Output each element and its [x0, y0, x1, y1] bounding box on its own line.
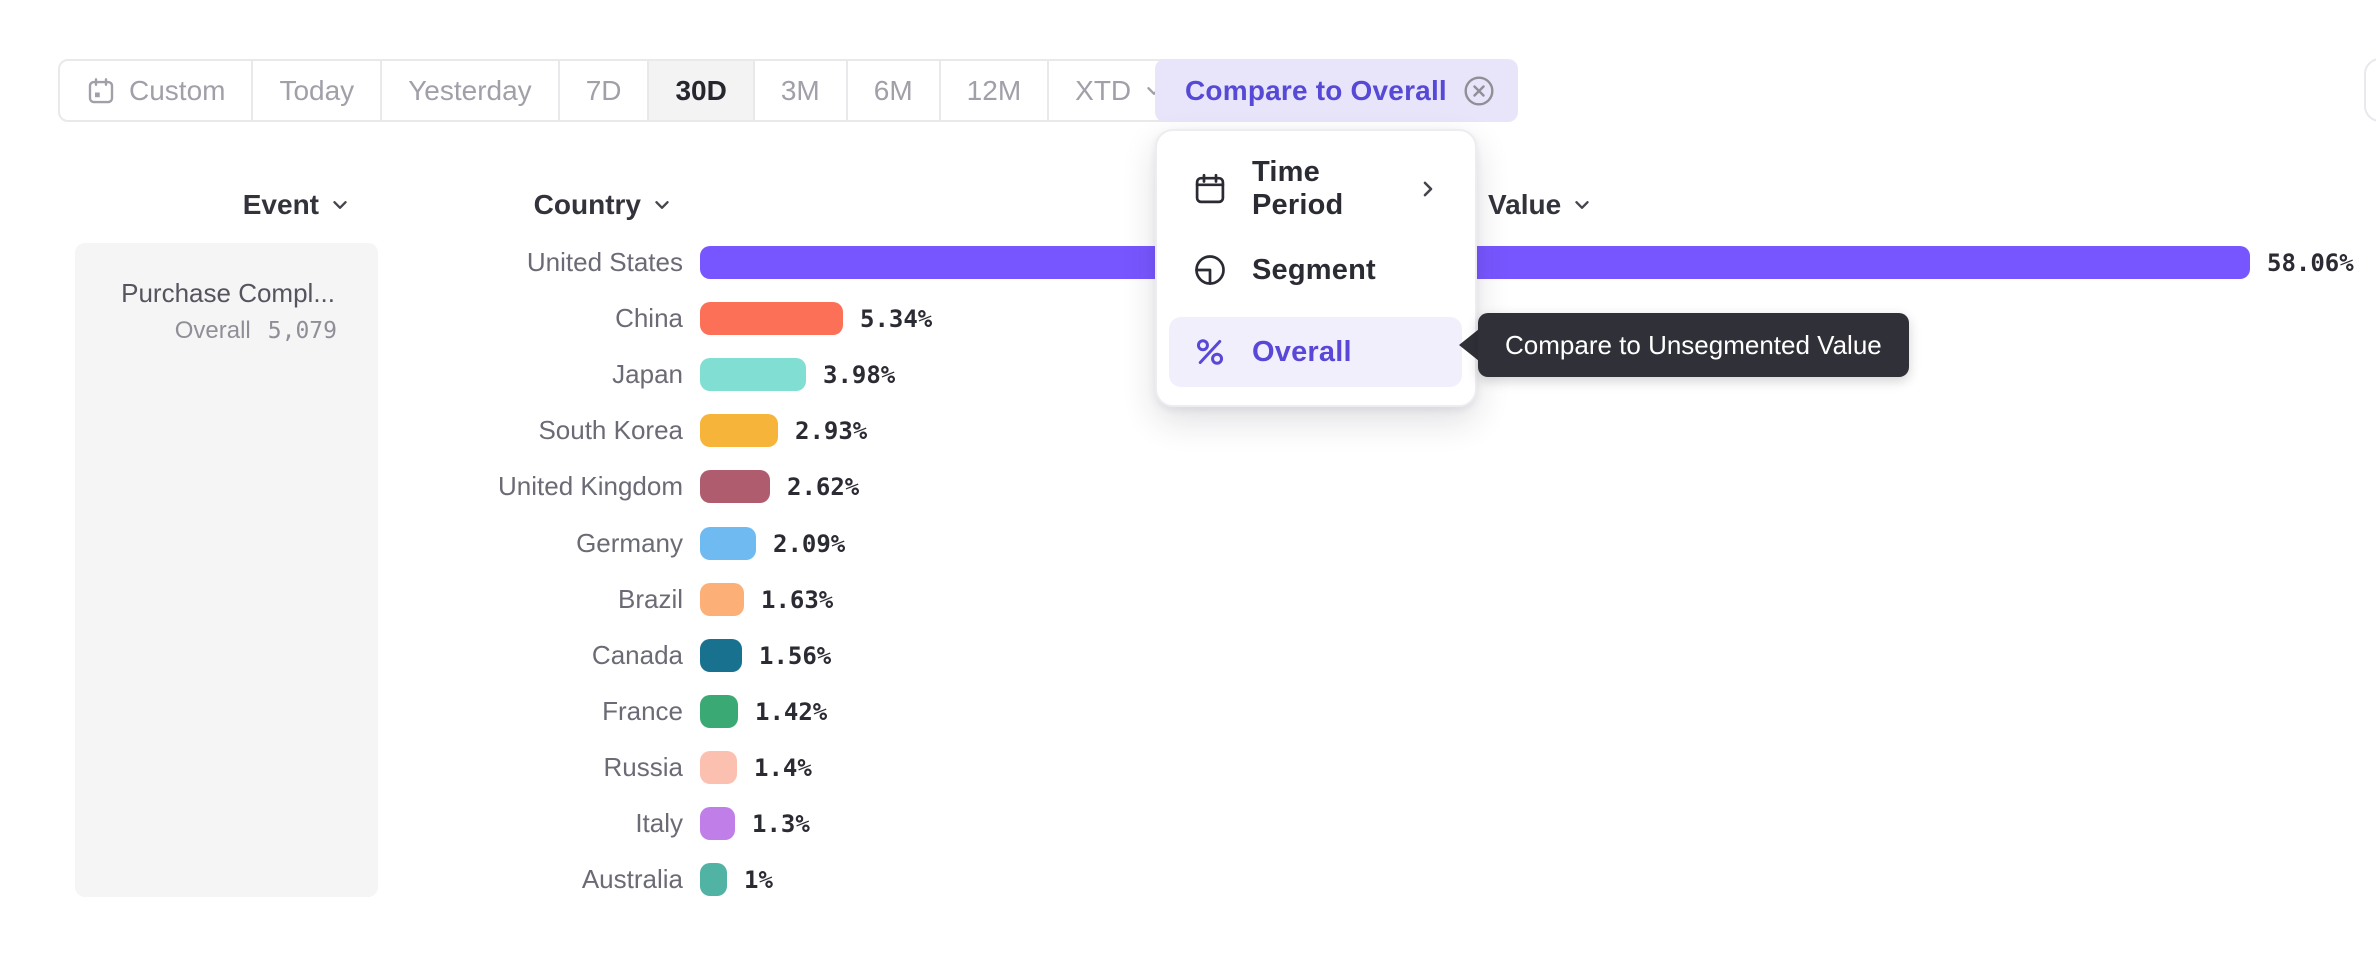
country-value: 3.98% — [823, 360, 896, 389]
chart-row: South Korea 2.93% — [380, 414, 867, 447]
time-range-label: 30D — [675, 74, 727, 106]
time-range-12m[interactable]: 12M — [938, 61, 1047, 120]
country-value: 1.56% — [759, 641, 832, 670]
time-range-label: 3M — [780, 74, 820, 106]
country-label: United States — [526, 247, 683, 277]
percent-icon — [1192, 334, 1228, 370]
menu-item-label: Time Period — [1252, 156, 1344, 221]
chart-row: Japan 3.98% — [380, 358, 895, 391]
country-bar[interactable] — [700, 470, 770, 503]
country-bar[interactable] — [700, 807, 735, 840]
compare-dropdown-menu: Time Period Segment Overall — [1155, 129, 1477, 407]
country-label: United Kingdom — [498, 471, 683, 501]
time-range-3m[interactable]: 3M — [752, 61, 846, 120]
time-range-6m[interactable]: 6M — [845, 61, 939, 120]
country-bar[interactable] — [700, 751, 737, 784]
country-label: Russia — [603, 752, 683, 782]
country-value: 1.3% — [752, 809, 810, 838]
country-value: 1.63% — [761, 585, 834, 614]
column-label: Event — [242, 189, 319, 220]
time-range-xtd[interactable]: XTD — [1047, 61, 1190, 120]
country-bar[interactable] — [700, 358, 806, 391]
column-header-value[interactable]: Value — [1488, 186, 1638, 224]
chart-row: Brazil 1.63% — [380, 583, 833, 616]
menu-item-time-period[interactable]: Time Period — [1169, 154, 1462, 224]
column-label: Country — [533, 189, 641, 220]
country-label: Italy — [635, 808, 683, 838]
time-range-label: Custom — [129, 74, 226, 106]
country-value: 2.09% — [773, 529, 846, 558]
event-overall-row: Overall 5,079 — [175, 317, 337, 345]
country-label: Germany — [576, 528, 683, 558]
compare-to-overall-chip[interactable]: Compare to Overall — [1155, 59, 1518, 122]
clipped-button[interactable] — [2364, 58, 2376, 122]
time-range-label: Today — [279, 74, 355, 106]
tooltip-arrow — [1459, 329, 1479, 361]
time-range-toolbar: Custom Today Yesterday 7D 30D 3M 6M 12M … — [58, 59, 1193, 122]
tooltip: Compare to Unsegmented Value — [1478, 313, 1909, 377]
time-range-label: 7D — [585, 74, 622, 106]
country-label: Australia — [581, 864, 683, 894]
country-bar[interactable] — [700, 583, 744, 616]
column-label: Value — [1488, 189, 1562, 220]
segment-icon — [1192, 252, 1228, 288]
chevron-down-icon — [330, 195, 350, 215]
overall-label: Overall — [174, 317, 251, 344]
country-label: Brazil — [617, 584, 683, 614]
chart-row: China 5.34% — [380, 302, 932, 335]
country-bar[interactable] — [700, 639, 742, 672]
chart-row: Canada 1.56% — [380, 639, 831, 672]
column-header-country[interactable]: Country — [440, 186, 672, 224]
time-range-30d[interactable]: 30D — [647, 61, 753, 120]
chevron-down-icon — [652, 195, 672, 215]
time-range-7d[interactable]: 7D — [557, 61, 648, 120]
country-label: Canada — [591, 640, 683, 670]
chart-row: Russia 1.4% — [380, 751, 812, 784]
country-bar[interactable] — [700, 302, 843, 335]
country-value: 2.62% — [787, 472, 860, 501]
chart-row: France 1.42% — [380, 695, 827, 728]
chevron-right-icon — [1417, 178, 1439, 200]
country-label: France — [602, 696, 683, 726]
event-name: Purchase Compl... — [121, 278, 335, 308]
country-value: 1.42% — [755, 697, 828, 726]
time-range-label: 12M — [966, 74, 1022, 106]
chevron-down-icon — [1572, 195, 1592, 215]
country-value: 58.06% — [2267, 248, 2354, 277]
country-label: China — [615, 303, 683, 333]
column-header-event[interactable]: Event — [75, 186, 350, 224]
time-range-yesterday[interactable]: Yesterday — [380, 61, 558, 120]
tooltip-text: Compare to Unsegmented Value — [1505, 329, 1882, 360]
menu-item-label: Overall — [1252, 335, 1352, 368]
country-value: 5.34% — [860, 304, 933, 333]
country-value: 2.93% — [795, 416, 868, 445]
time-range-today[interactable]: Today — [251, 61, 380, 120]
country-label: Japan — [612, 359, 683, 389]
chart-row: United Kingdom 2.62% — [380, 470, 859, 503]
time-range-label: 6M — [873, 74, 913, 106]
country-value: 1% — [744, 865, 773, 894]
chart-row: Germany 2.09% — [380, 527, 845, 560]
country-bar[interactable] — [700, 527, 756, 560]
event-cell[interactable]: Purchase Compl... Overall 5,079 — [75, 243, 378, 897]
chart-row: Australia 1% — [380, 863, 773, 896]
menu-item-overall[interactable]: Overall — [1169, 317, 1462, 387]
country-bar[interactable] — [700, 695, 738, 728]
country-value: 1.4% — [754, 753, 812, 782]
remove-comparison-icon[interactable] — [1462, 74, 1496, 108]
overall-value: 5,079 — [267, 318, 337, 344]
calendar-icon — [86, 76, 116, 106]
country-bar[interactable] — [700, 414, 778, 447]
menu-item-label: Segment — [1252, 253, 1376, 286]
compare-chip-label: Compare to Overall — [1185, 74, 1447, 106]
calendar-icon — [1192, 171, 1228, 207]
time-range-label: Yesterday — [408, 74, 532, 106]
menu-item-segment[interactable]: Segment — [1169, 235, 1462, 305]
country-label: South Korea — [538, 415, 683, 445]
chart-row: Italy 1.3% — [380, 807, 810, 840]
time-range-custom[interactable]: Custom — [60, 61, 251, 120]
time-range-label: XTD — [1075, 74, 1132, 106]
country-bar[interactable] — [700, 863, 727, 896]
